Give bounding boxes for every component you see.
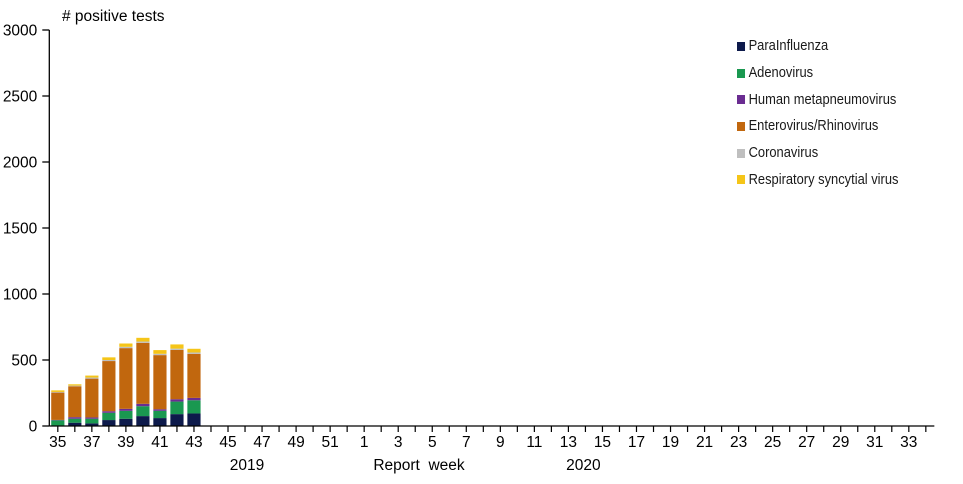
svg-text:21: 21 bbox=[696, 434, 713, 451]
svg-text:35: 35 bbox=[49, 434, 66, 451]
svg-text:43: 43 bbox=[185, 434, 202, 451]
svg-text:39: 39 bbox=[117, 434, 134, 451]
svg-text:1: 1 bbox=[360, 434, 369, 451]
svg-text:23: 23 bbox=[730, 434, 747, 451]
svg-text:37: 37 bbox=[83, 434, 100, 451]
svg-text:500: 500 bbox=[11, 353, 37, 370]
svg-text:33: 33 bbox=[900, 434, 917, 451]
svg-text:7: 7 bbox=[462, 434, 471, 451]
svg-text:51: 51 bbox=[322, 434, 339, 451]
svg-text:0: 0 bbox=[29, 419, 38, 436]
svg-text:25: 25 bbox=[764, 434, 781, 451]
svg-text:11: 11 bbox=[526, 434, 542, 451]
svg-text:47: 47 bbox=[253, 434, 270, 451]
svg-text:1000: 1000 bbox=[3, 287, 38, 304]
svg-text:31: 31 bbox=[866, 434, 883, 451]
svg-text:19: 19 bbox=[662, 434, 679, 451]
svg-text:3: 3 bbox=[394, 434, 403, 451]
svg-text:5: 5 bbox=[428, 434, 437, 451]
svg-text:45: 45 bbox=[219, 434, 236, 451]
svg-text:1500: 1500 bbox=[3, 221, 38, 238]
svg-text:3000: 3000 bbox=[3, 23, 38, 40]
svg-text:29: 29 bbox=[832, 434, 849, 451]
svg-text:2500: 2500 bbox=[3, 89, 38, 106]
svg-text:49: 49 bbox=[287, 434, 304, 451]
svg-text:13: 13 bbox=[560, 434, 577, 451]
svg-text:2000: 2000 bbox=[3, 155, 38, 172]
svg-text:27: 27 bbox=[798, 434, 815, 451]
svg-text:9: 9 bbox=[496, 434, 505, 451]
svg-text:15: 15 bbox=[594, 434, 611, 451]
svg-text:41: 41 bbox=[151, 434, 168, 451]
svg-text:17: 17 bbox=[628, 434, 645, 451]
